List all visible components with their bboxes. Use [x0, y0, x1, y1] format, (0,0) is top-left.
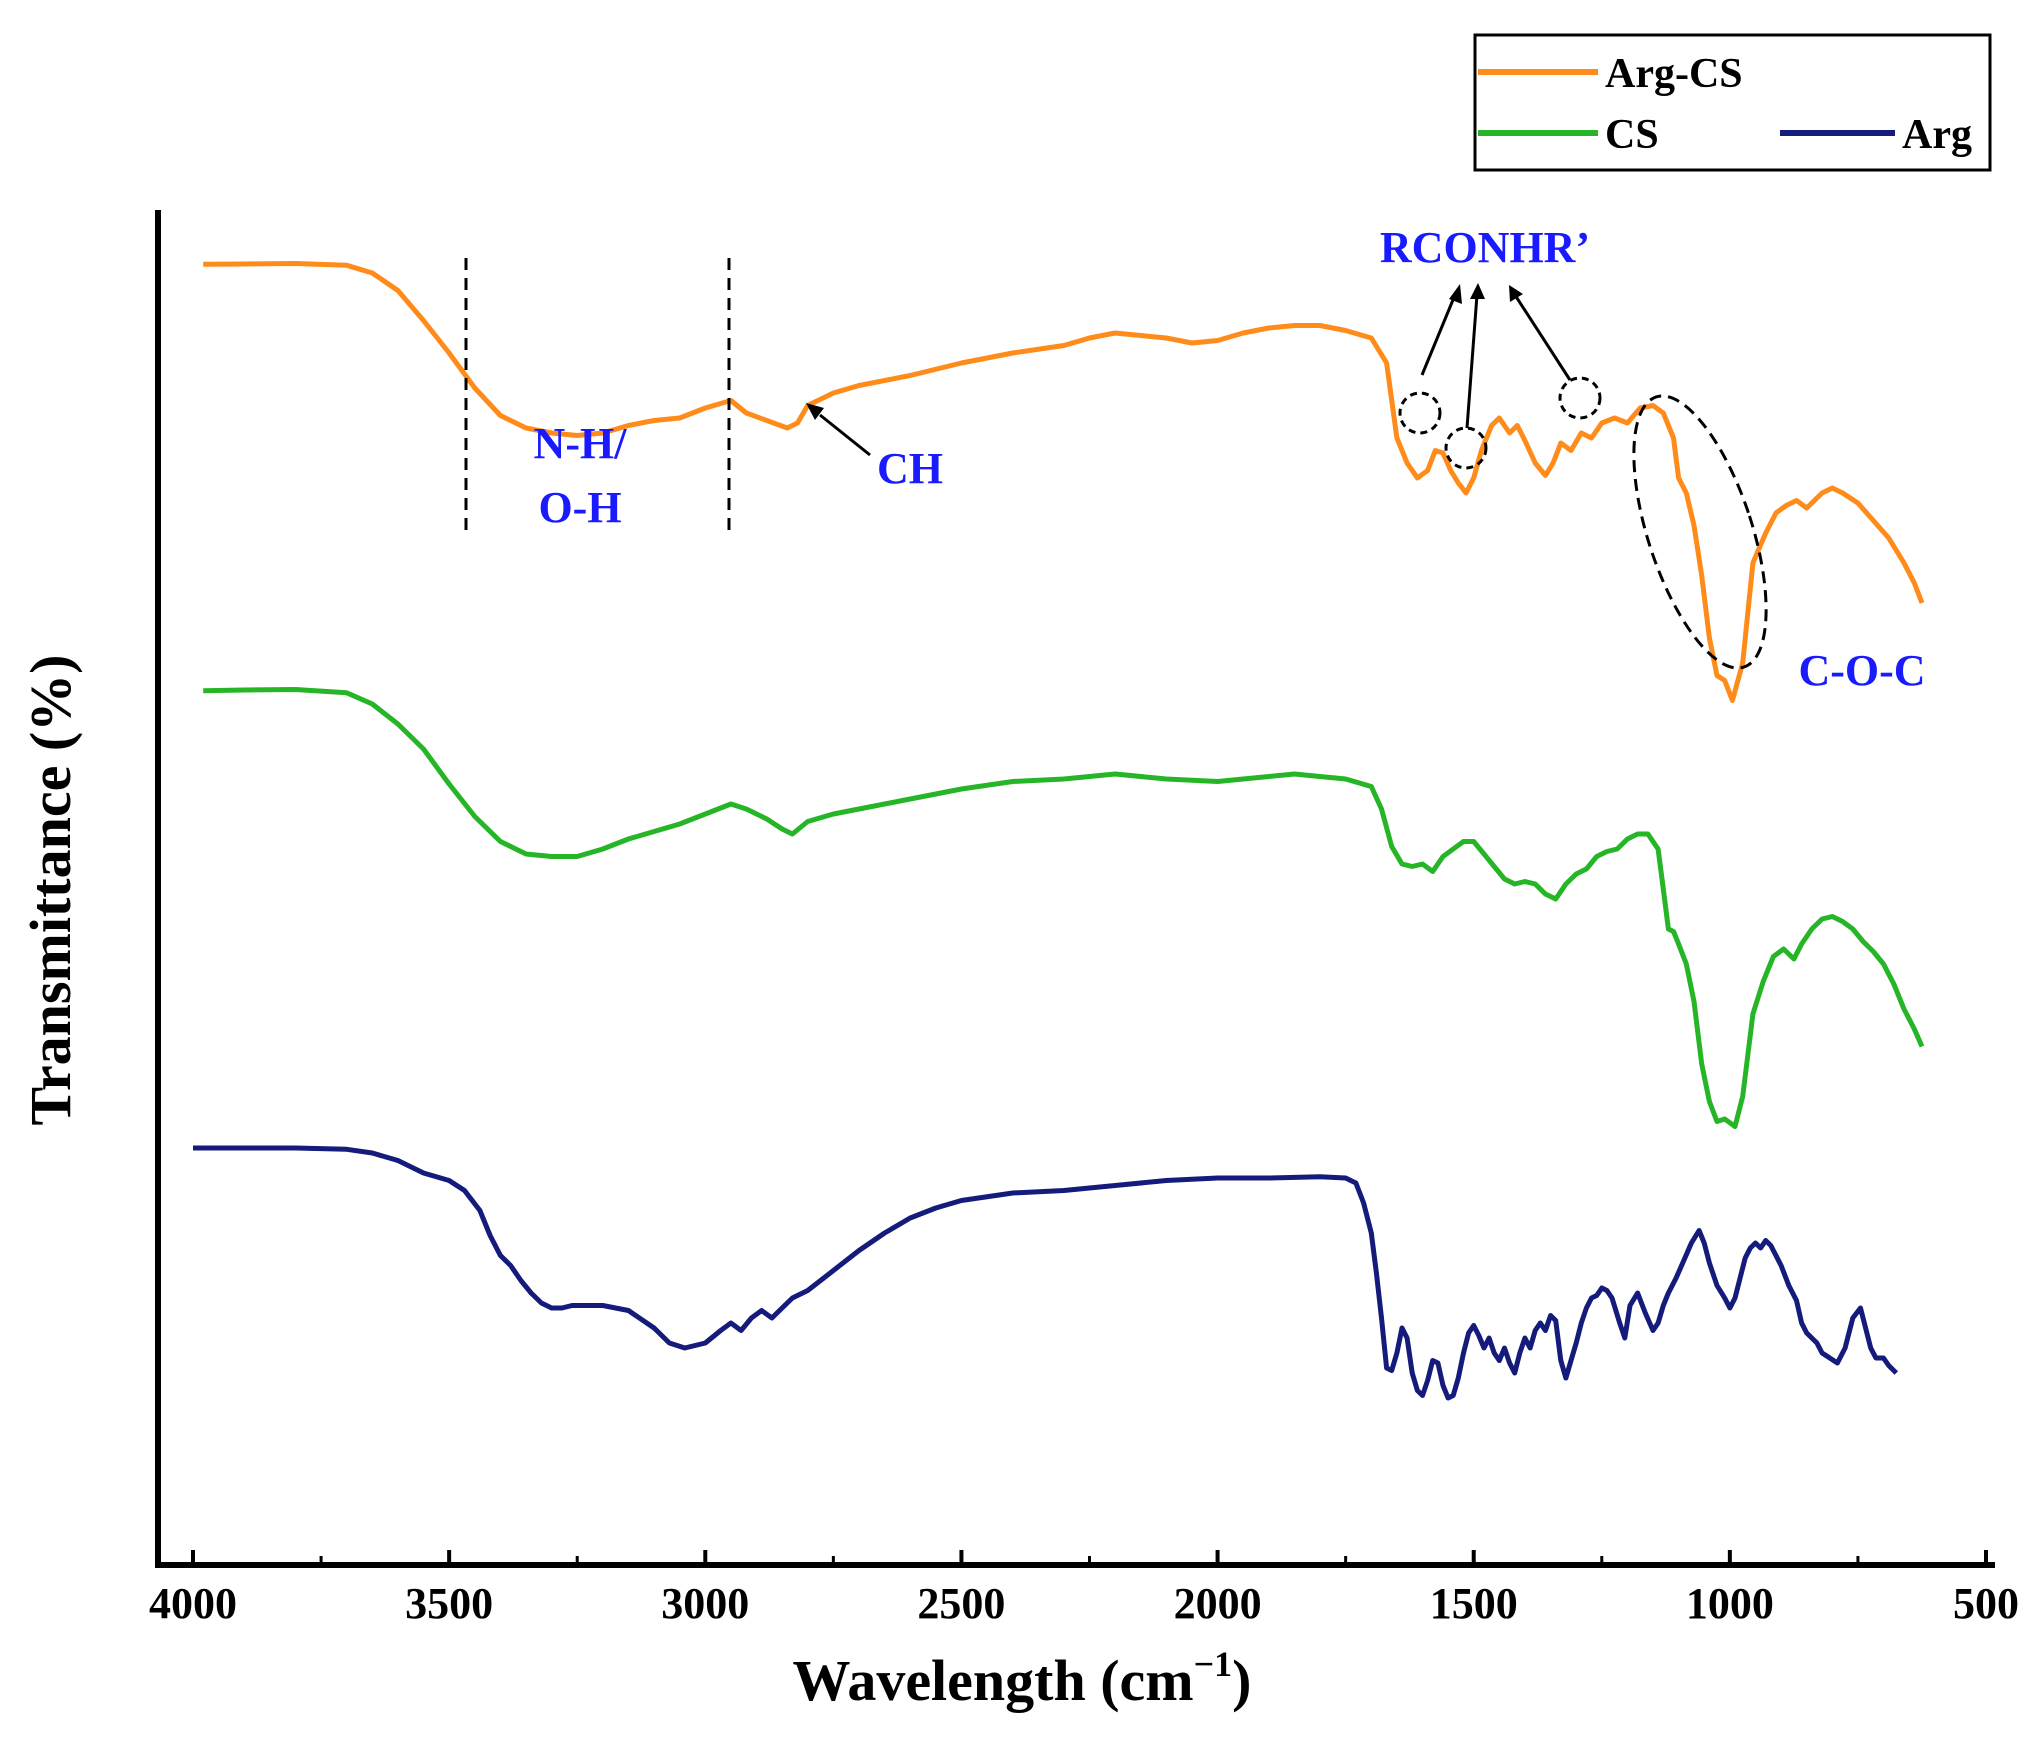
x-tick-label: 1000: [1686, 1579, 1774, 1628]
x-axis-title-sup: −1: [1194, 1644, 1233, 1684]
x-tick-label: 4000: [149, 1579, 237, 1628]
annotation-nh-oh-line2: O-H: [538, 483, 621, 532]
legend-label-arg-cs: Arg-CS: [1605, 51, 1743, 97]
series-line-cs: [203, 687, 1925, 1129]
x-tick-label: 2000: [1174, 1579, 1262, 1628]
arrow-rconhr-1: [1420, 294, 1457, 376]
series-line-arg: [193, 1145, 1899, 1401]
x-axis-title-end: ): [1232, 1648, 1251, 1713]
y-axis-title: Transmittance (%): [18, 655, 83, 1126]
arrow-rconhr-1-head: [1449, 284, 1462, 304]
arrow-rconhr-3: [1513, 294, 1572, 381]
highlight-circle-3: [1558, 376, 1602, 420]
highlight-circle-1: [1398, 391, 1442, 435]
annotation-rconhr: RCONHR’: [1380, 223, 1590, 272]
legend: Arg-CS CS Arg: [1473, 33, 1992, 172]
arrow-rconhr-2: [1465, 294, 1479, 429]
legend-box: [1473, 33, 1992, 172]
highlight-circle-2: [1444, 426, 1488, 470]
legend-label-arg: Arg: [1902, 112, 1972, 158]
arrow-rconhr-3-head: [1509, 285, 1523, 302]
series-line-arg-cs: [203, 261, 1925, 703]
x-tick-label: 3500: [405, 1579, 493, 1628]
x-tick-label: 500: [1953, 1579, 2019, 1628]
annotation-ch: CH: [877, 444, 943, 493]
arrow-ch: [819, 413, 871, 457]
arrow-ch-head: [806, 403, 824, 420]
annotation-nh-oh-line1: N-H/: [534, 419, 628, 468]
annotation-coc: C-O-C: [1798, 646, 1925, 695]
highlight-ellipse-coc: [1632, 394, 1768, 670]
x-axis-title: Wavelength (cm−1): [793, 1644, 1252, 1713]
x-tick-label: 2500: [917, 1579, 1005, 1628]
series-layer: [193, 261, 1925, 1401]
annotations: N-H/ O-H CH RCONHR’ C-O-C: [464, 223, 1926, 695]
legend-label-cs: CS: [1605, 112, 1659, 158]
x-tick-label: 1500: [1430, 1579, 1518, 1628]
x-axis-title-main: Wavelength (cm: [793, 1648, 1194, 1713]
arrow-rconhr-2-head: [1470, 283, 1485, 299]
x-tick-label: 3000: [661, 1579, 749, 1628]
x-ticks: 4000 3500 3000 2500 2000 1500 1000 500: [149, 1550, 2019, 1628]
